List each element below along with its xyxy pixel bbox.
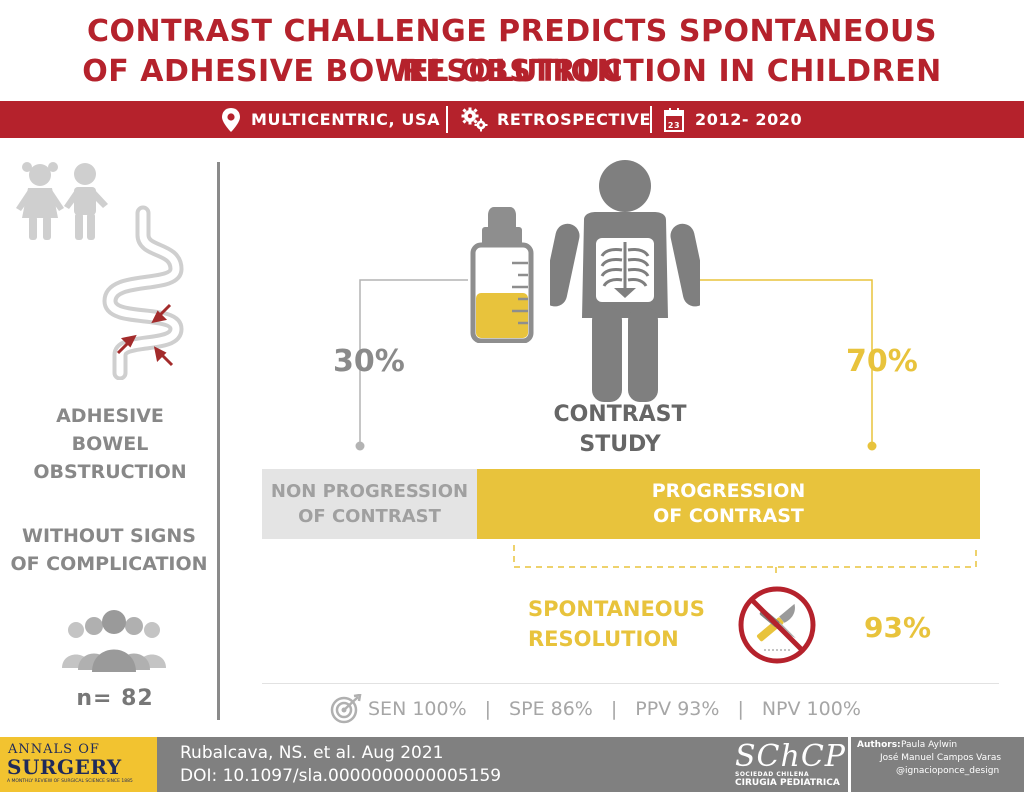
non-progression-line-1: NON PROGRESSION (270, 481, 469, 502)
non-progression-line-2: OF CONTRAST (298, 506, 441, 527)
calendar-day: 23 (668, 121, 680, 130)
society-line-1: SOCIEDAD CHILENA (735, 771, 810, 778)
society-line-2: CIRUGIA PEDIATRICA (735, 778, 840, 788)
info-period: 23 2012- 2020 (664, 101, 802, 138)
patients-group-icon (62, 610, 166, 672)
baby-bottle-icon (470, 207, 534, 343)
condition-line-1: ADHESIVE (56, 405, 164, 427)
condition-line-2: BOWEL (71, 433, 149, 455)
metric-ppv: PPV 93% (635, 698, 720, 720)
info-location: MULTICENTRIC, USA (220, 101, 440, 138)
condition-label: ADHESIVE BOWEL OBSTRUCTION (20, 402, 200, 486)
metric-specificity: SPE 86% (509, 698, 593, 720)
sample-size: n= 82 (76, 686, 154, 711)
progression-line-1: PROGRESSION (651, 480, 806, 502)
non-progression-label: NON PROGRESSION OF CONTRAST (262, 479, 477, 529)
diagnostic-metrics: SEN 100% | SPE 86% | PPV 93% | NPV 100% (330, 694, 861, 724)
journal-line-1: ANNALS OF (8, 742, 100, 757)
branch-connectors (355, 279, 877, 451)
no-surgery-icon (738, 586, 816, 664)
footer (0, 737, 1024, 792)
society-logo: SChCP (735, 739, 846, 774)
footer-divider (848, 737, 851, 792)
metric-sensitivity: SEN 100% (368, 698, 467, 720)
condition-line-3: OBSTRUCTION (33, 461, 187, 483)
author-3: @ignacioponce_design (896, 766, 1000, 776)
location-text: MULTICENTRIC, USA (251, 110, 441, 129)
journal-logo: ANNALS OF SURGERY A MONTHLY REVIEW OF SU… (0, 737, 157, 792)
info-divider (446, 106, 448, 133)
study-line-2: STUDY (579, 432, 661, 457)
metrics-top-rule (262, 683, 999, 684)
bottle-contrast-fill (476, 293, 528, 338)
author-1: Paula Aylwin (901, 740, 958, 750)
qualifier-label: WITHOUT SIGNS OF COMPLICATION (0, 522, 218, 578)
resolution-percent: 93% (864, 611, 932, 644)
info-bar (0, 101, 1024, 138)
title-line-2: OF ADHESIVE BOWEL OBSTRUCTION IN CHILDRE… (82, 54, 942, 89)
progression-label: PROGRESSION OF CONTRAST (477, 479, 980, 529)
title-line-1: CONTRAST CHALLENGE PREDICTS SPONTANEOUS … (87, 14, 937, 89)
panel-divider (217, 162, 220, 720)
metric-separator: | (610, 698, 618, 720)
non-progression-percent: 30% (333, 344, 405, 379)
bowel-icon (102, 205, 184, 380)
calendar-icon: 23 (664, 107, 684, 132)
metric-npv: NPV 100% (761, 698, 861, 720)
authors-label: Authors: (857, 740, 901, 750)
journal-line-2: SURGERY (7, 755, 122, 779)
target-icon (330, 694, 362, 724)
qualifier-line-2: OF COMPLICATION (10, 553, 208, 575)
journal-tagline: A MONTHLY REVIEW OF SURGICAL SCIENCE SIN… (7, 779, 133, 784)
children-icon (16, 162, 108, 240)
location-pin-icon (222, 107, 240, 132)
info-design: RETROSPECTIVE (461, 101, 651, 138)
metric-separator: | (484, 698, 492, 720)
metric-separator: | (737, 698, 744, 720)
resolution-bracket (513, 545, 977, 573)
qualifier-line-1: WITHOUT SIGNS (22, 525, 196, 547)
study-line-1: CONTRAST (553, 402, 687, 427)
spontaneous-resolution-label: SPONTANEOUS RESOLUTION (528, 594, 705, 654)
author-2: José Manuel Campos Varas (880, 753, 1002, 763)
period-text: 2012- 2020 (695, 110, 803, 129)
citation: Rubalcava, NS. et al. Aug 2021 (180, 743, 444, 763)
info-divider (650, 106, 652, 133)
design-text: RETROSPECTIVE (497, 110, 651, 129)
resolution-line-2: RESOLUTION (528, 627, 679, 651)
contrast-study-label: CONTRAST STUDY (520, 400, 720, 460)
resolution-line-1: SPONTANEOUS (528, 597, 705, 621)
outcome-proportion-bar: NON PROGRESSION OF CONTRAST PROGRESSION … (262, 469, 980, 539)
progression-segment (477, 469, 980, 539)
progression-percent: 70% (846, 344, 918, 379)
doi: DOI: 10.1097/sla.0000000000005159 (180, 766, 502, 786)
child-xray-icon (550, 160, 700, 402)
progression-line-2: OF CONTRAST (653, 505, 804, 527)
gears-icon (461, 107, 488, 131)
